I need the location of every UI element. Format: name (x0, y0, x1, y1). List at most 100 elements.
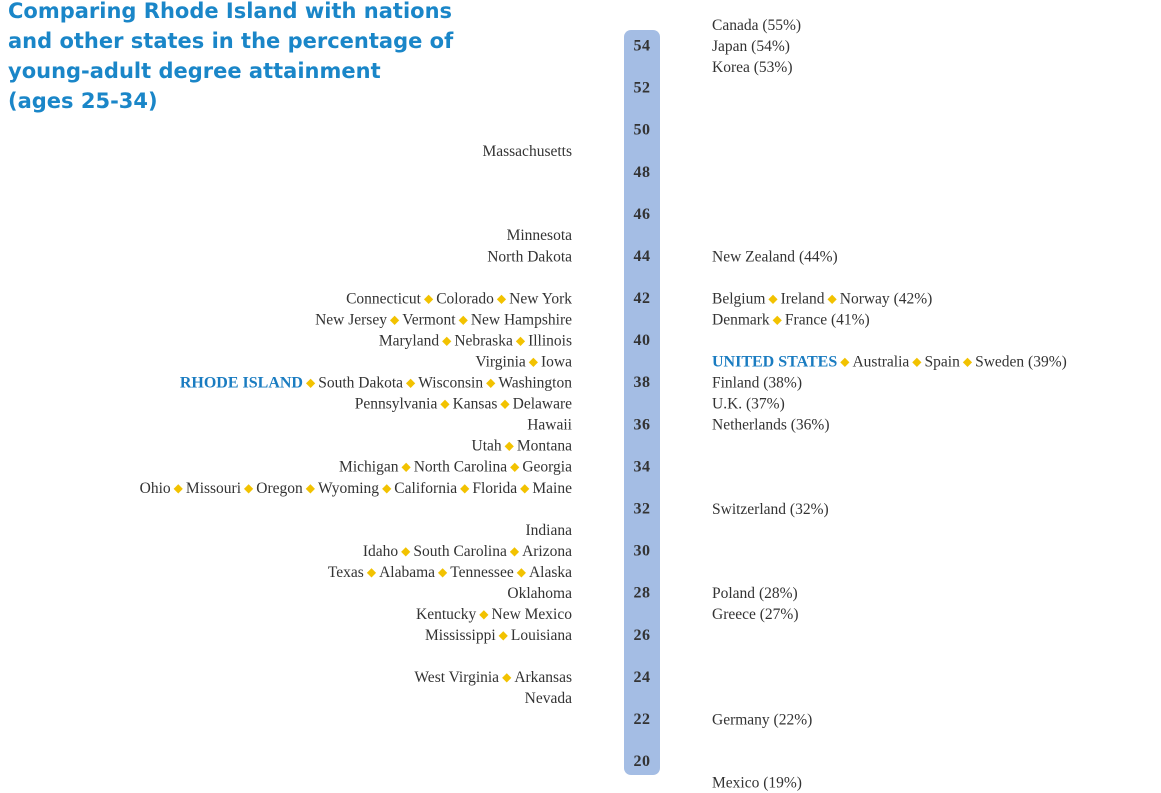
separator: ◆ (364, 565, 379, 579)
separator: ◆ (837, 354, 852, 368)
title-line: Comparing Rhode Island with nations (8, 0, 452, 23)
separator: ◆ (909, 354, 924, 368)
name: Indiana (526, 521, 573, 538)
state-label: RHODE ISLAND ◆ South Dakota ◆ Wisconsin … (180, 374, 572, 391)
name: Arizona (522, 542, 572, 559)
name: Alaska (529, 564, 572, 581)
name: Idaho (363, 542, 399, 559)
name: Georgia (522, 458, 572, 475)
name: Michigan (339, 458, 399, 475)
separator: ◆ (171, 481, 186, 495)
name: France (785, 311, 827, 328)
name: Connecticut (346, 290, 422, 307)
nation-label: Germany (22%) (712, 711, 812, 728)
name: Belgium (712, 290, 765, 307)
axis-bar (624, 30, 660, 775)
nation-label: U.K. (37%) (712, 395, 785, 412)
value-label: (22%) (774, 711, 813, 728)
name: Arkansas (514, 669, 572, 686)
state-label: Idaho ◆ South Carolina ◆ Arizona (363, 542, 572, 559)
name: Wisconsin (418, 374, 483, 391)
name: Oregon (256, 479, 303, 496)
separator: ◆ (513, 333, 528, 347)
separator: ◆ (517, 481, 532, 495)
y-tick-label: 40 (634, 332, 651, 349)
separator: ◆ (526, 354, 541, 368)
nation-label: Canada (55%) (712, 16, 801, 33)
state-label: Nevada (525, 690, 572, 707)
separator: ◆ (398, 459, 413, 473)
name: New Mexico (492, 606, 573, 623)
separator: ◆ (379, 481, 394, 495)
value-label: (44%) (799, 248, 838, 265)
name: South Dakota (318, 374, 403, 391)
name: Virginia (475, 353, 526, 370)
y-tick-label: 22 (634, 711, 651, 728)
value-label: (41%) (831, 311, 870, 328)
title-line: and other states in the percentage of (8, 29, 454, 53)
separator: ◆ (770, 312, 785, 326)
name: California (394, 479, 457, 496)
value-label: (27%) (760, 606, 799, 623)
name: Sweden (975, 353, 1024, 370)
name: Norway (840, 290, 890, 307)
name: Texas (328, 564, 364, 581)
name: Spain (925, 353, 961, 370)
value-label: (28%) (759, 585, 798, 602)
nation-label: Japan (54%) (712, 37, 790, 54)
separator: ◆ (825, 291, 840, 305)
y-tick-label: 30 (634, 543, 651, 560)
nation-label: UNITED STATES ◆ Australia ◆ Spain ◆ Swed… (712, 353, 1067, 370)
separator: ◆ (398, 544, 413, 558)
separator: ◆ (476, 607, 491, 621)
separator: ◆ (241, 481, 256, 495)
name: Poland (712, 585, 755, 602)
state-label: North Dakota (487, 248, 572, 265)
state-label: Pennsylvania ◆ Kansas ◆ Delaware (355, 395, 572, 412)
name: Pennsylvania (355, 395, 438, 412)
name: Denmark (712, 311, 770, 328)
name: Japan (712, 37, 748, 54)
value-label: (54%) (751, 37, 790, 54)
name: Kentucky (416, 606, 477, 623)
separator: ◆ (496, 628, 511, 642)
separator: ◆ (439, 333, 454, 347)
state-label: Maryland ◆ Nebraska ◆ Illinois (379, 332, 572, 349)
state-label: Mississippi ◆ Louisiana (425, 627, 572, 644)
name: Mexico (712, 774, 760, 791)
nation-label: Korea (53%) (712, 58, 793, 75)
name: Netherlands (712, 416, 787, 433)
separator: ◆ (435, 565, 450, 579)
state-label: Hawaii (527, 416, 572, 433)
separator: ◆ (502, 438, 517, 452)
value-label: (38%) (763, 374, 802, 391)
name: Alabama (379, 564, 435, 581)
nation-label: Poland (28%) (712, 585, 798, 602)
state-label: West Virginia ◆ Arkansas (414, 669, 572, 686)
separator: ◆ (456, 312, 471, 326)
name: West Virginia (414, 669, 499, 686)
value-label: (36%) (791, 416, 830, 433)
y-tick-label: 24 (634, 669, 651, 686)
state-label: Massachusetts (482, 143, 572, 160)
state-label: Oklahoma (507, 585, 572, 602)
name: Greece (712, 606, 756, 623)
name: North Dakota (487, 248, 572, 265)
separator: ◆ (457, 481, 472, 495)
name: Louisiana (511, 627, 572, 644)
name: Iowa (541, 353, 572, 370)
state-label: Michigan ◆ North Carolina ◆ Georgia (339, 458, 572, 475)
name: Montana (517, 437, 572, 454)
title-line: young-adult degree attainment (8, 59, 381, 83)
value-label: (55%) (762, 16, 801, 33)
value-label: (53%) (754, 58, 793, 75)
separator: ◆ (387, 312, 402, 326)
y-tick-label: 44 (634, 248, 651, 265)
name: Colorado (436, 290, 494, 307)
y-tick-label: 52 (634, 80, 651, 97)
y-tick-label: 26 (634, 627, 651, 644)
state-label: Virginia ◆ Iowa (475, 353, 572, 370)
name: Florida (472, 479, 517, 496)
separator: ◆ (514, 565, 529, 579)
